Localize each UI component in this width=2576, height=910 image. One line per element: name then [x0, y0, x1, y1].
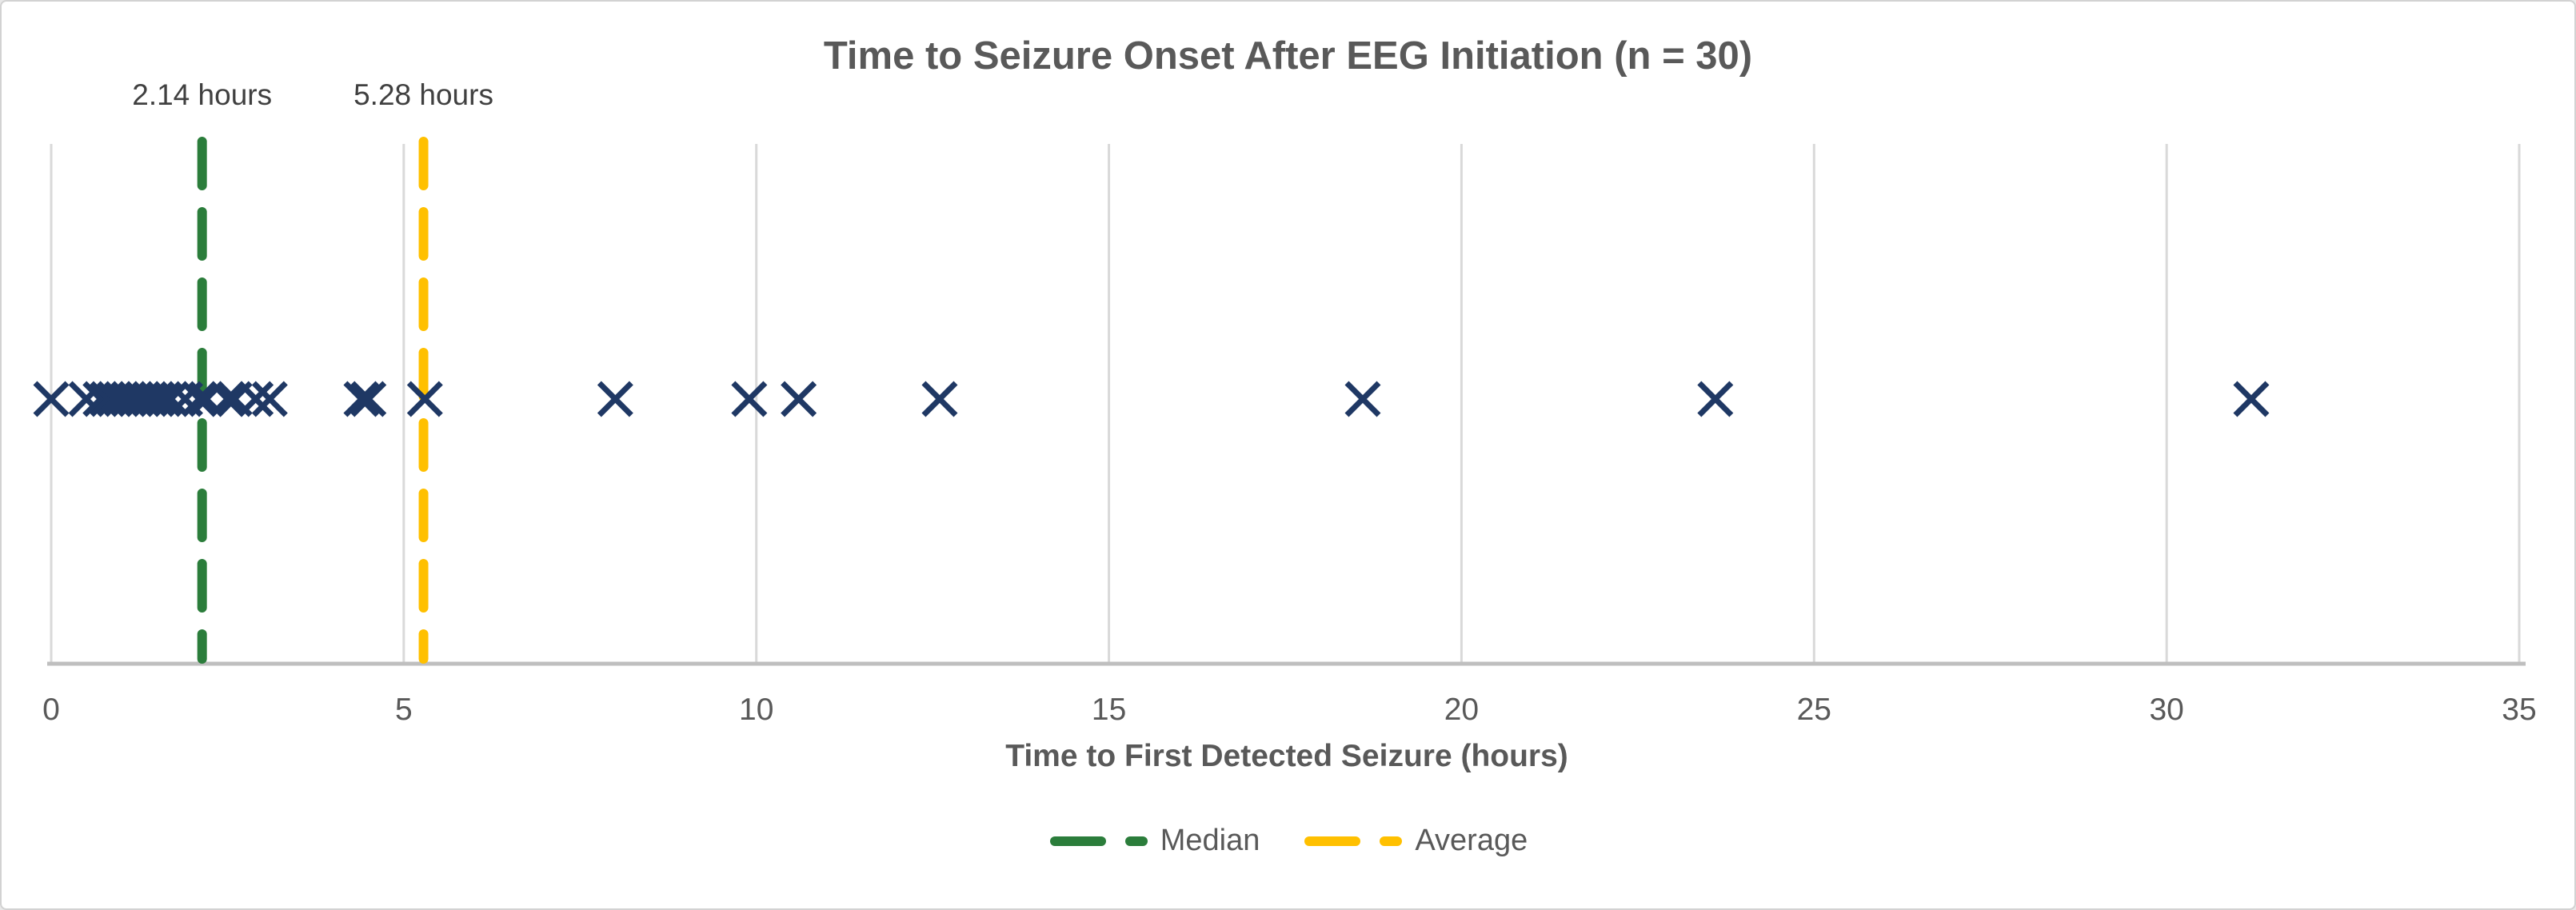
x-tick-label: 5: [395, 692, 413, 727]
legend-label-average: Average: [1415, 824, 1528, 857]
x-tick-label: 20: [1444, 692, 1479, 727]
data-point-marker: [33, 381, 70, 417]
median-line-swatch-icon: [1049, 836, 1148, 846]
x-tick-label: 35: [2502, 692, 2536, 727]
x-tick-label: 25: [1797, 692, 1831, 727]
legend-item-median: Median: [1048, 824, 1260, 858]
data-point-marker: [406, 381, 443, 417]
data-point-marker: [209, 381, 246, 417]
x-tick-label: 15: [1092, 692, 1126, 727]
average-annotation-label: 5.28 hours: [353, 78, 493, 111]
data-point-marker: [153, 381, 190, 417]
data-point-marker: [2233, 381, 2270, 417]
data-point-marker: [781, 381, 817, 417]
chart-title: Time to Seizure Onset After EEG Initiati…: [823, 34, 1753, 78]
x-tick-label: 0: [42, 692, 60, 727]
x-axis-title: Time to First Detected Seizure (hours): [1005, 739, 1568, 773]
data-point-marker: [597, 381, 633, 417]
data-point-marker: [350, 381, 387, 417]
data-point-marker: [181, 381, 218, 417]
data-point-marker: [238, 381, 274, 417]
data-point-marker: [138, 381, 175, 417]
x-tick-label: 10: [739, 692, 773, 727]
data-point-marker: [921, 381, 958, 417]
data-point-marker: [731, 381, 768, 417]
data-point-marker: [1344, 381, 1381, 417]
legend-item-average: Average: [1303, 824, 1528, 858]
x-tick-label: 30: [2149, 692, 2183, 727]
average-line-swatch-icon: [1304, 836, 1403, 846]
data-point-marker: [343, 381, 380, 417]
median-annotation-label: 2.14 hours: [132, 78, 273, 111]
data-point-marker: [1697, 381, 1734, 417]
legend: Median Average: [2, 824, 2574, 858]
data-point-marker: [251, 381, 288, 417]
legend-label-median: Median: [1160, 824, 1260, 857]
